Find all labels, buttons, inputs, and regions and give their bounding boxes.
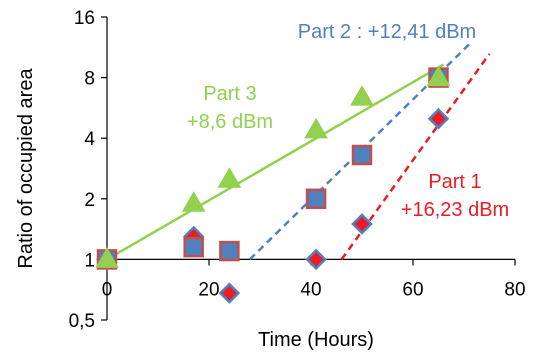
point-series-3: [181, 191, 206, 212]
annotation-2-line-1: Part 3: [203, 83, 256, 105]
point-series-1: [351, 213, 373, 235]
point-series-1: [427, 107, 450, 130]
point-series-2: [219, 240, 240, 262]
point-series-1: [305, 248, 327, 271]
point-series-3: [426, 65, 451, 87]
y-tick-label: 16: [74, 8, 95, 29]
annotation-1-line-1: Part 2 : +12,41 dBm: [298, 21, 476, 43]
annotation-2-line-2: +8,6 dBm: [187, 111, 273, 133]
x-tick-label: 80: [504, 279, 525, 300]
point-series-3: [350, 85, 374, 106]
point-series-2: [351, 144, 373, 166]
y-tick-label: 2: [84, 190, 95, 211]
y-tick-label: 1: [84, 250, 95, 271]
x-tick-label: 60: [402, 279, 423, 300]
data-points: [95, 65, 451, 304]
x-tick-label: 0: [102, 279, 113, 300]
y-tick-label: 0,5: [69, 311, 95, 332]
y-tick-label: 4: [84, 129, 95, 150]
annotation-3-line-1: Part 1: [428, 171, 481, 193]
point-series-2: [305, 188, 327, 210]
axes: [106, 17, 515, 320]
point-series-3: [95, 247, 119, 268]
y-tick-label: 8: [84, 69, 95, 90]
point-series-3: [217, 167, 242, 188]
annotations: Part 2 : +12,41 dBm Part 3 +8,6 dBm Part 1 +…: [187, 21, 509, 221]
annotation-3-line-2: +16,23 dBm: [401, 199, 509, 221]
fit-line-series-3: [106, 63, 445, 261]
x-tick-label: 40: [300, 279, 321, 300]
x-tick-label: 20: [198, 279, 219, 300]
point-series-3: [304, 117, 328, 139]
y-axis-title: Ratio of occupied area: [15, 68, 37, 269]
x-tick-labels: 0 20 40 60 80: [102, 259, 526, 300]
point-series-2: [183, 236, 204, 258]
x-axis-title: Time (Hours): [258, 329, 374, 351]
point-series-1: [218, 282, 241, 304]
